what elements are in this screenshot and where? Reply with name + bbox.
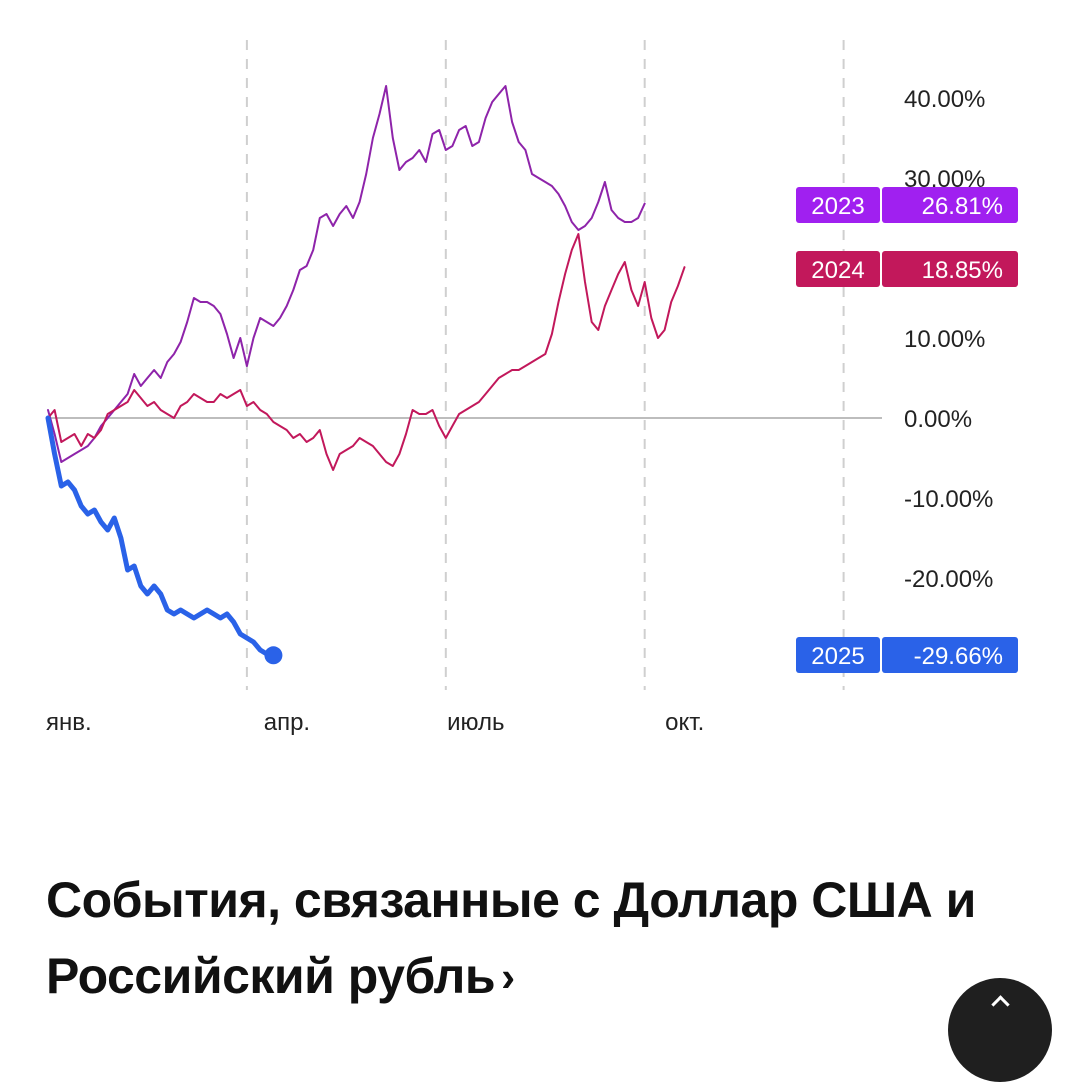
events-section-title[interactable]: События, связанные с Доллар США и Россий… [46,862,1036,1015]
series-lines [45,85,686,665]
badge-year-label: 2023 [811,193,864,220]
events-section-title-text[interactable]: События, связанные с Доллар США и Россий… [46,872,976,1004]
y-tick-label: -10.00% [904,486,993,513]
x-tick-label: апр. [264,709,310,736]
badge-value-box [882,637,1018,673]
series-line-2025 [45,415,276,658]
y-tick-label: -20.00% [904,566,993,593]
badge-year-box [796,637,880,673]
chevron-right-icon[interactable]: › [501,953,515,1000]
scroll-top-button[interactable] [948,978,1052,1082]
yearly-comparison-chart: 40.00%30.00%10.00%0.00%-10.00%-20.00% ян… [45,40,1018,736]
badge-value-label: -29.66% [914,643,1003,670]
badge-year-box [796,251,880,287]
x-tick-label: окт. [665,709,704,736]
y-tick-label: 40.00% [904,86,985,113]
badge-year-label: 2024 [811,257,864,284]
badge-year-box [796,187,880,223]
badge-2025: 2025 -29.66% [796,637,1018,673]
badge-2024: 2024 18.85% [796,251,1018,287]
badge-value-box [882,187,1018,223]
y-axis-labels: 40.00%30.00%10.00%0.00%-10.00%-20.00% [904,86,993,593]
badge-value-label: 26.81% [922,193,1003,220]
y-tick-label: 0.00% [904,406,972,433]
vertical-gridlines [245,40,845,690]
badge-year-label: 2025 [811,643,864,670]
series-line-2024 [47,233,686,471]
series-badges: 2023 26.81% 2024 18.85% 2025 -29.66% [796,187,1018,673]
x-tick-label: янв. [46,709,92,736]
series-end-point-2025 [264,646,283,665]
badge-2023: 2023 26.81% [796,187,1018,223]
x-tick-label: июль [447,709,504,736]
y-tick-label: 10.00% [904,326,985,353]
x-axis-labels: янв. апр. июль окт. [46,709,704,736]
arrow-up-icon [991,995,1010,1014]
badge-value-box [882,251,1018,287]
badge-value-label: 18.85% [922,257,1003,284]
series-line-2023 [47,85,646,463]
